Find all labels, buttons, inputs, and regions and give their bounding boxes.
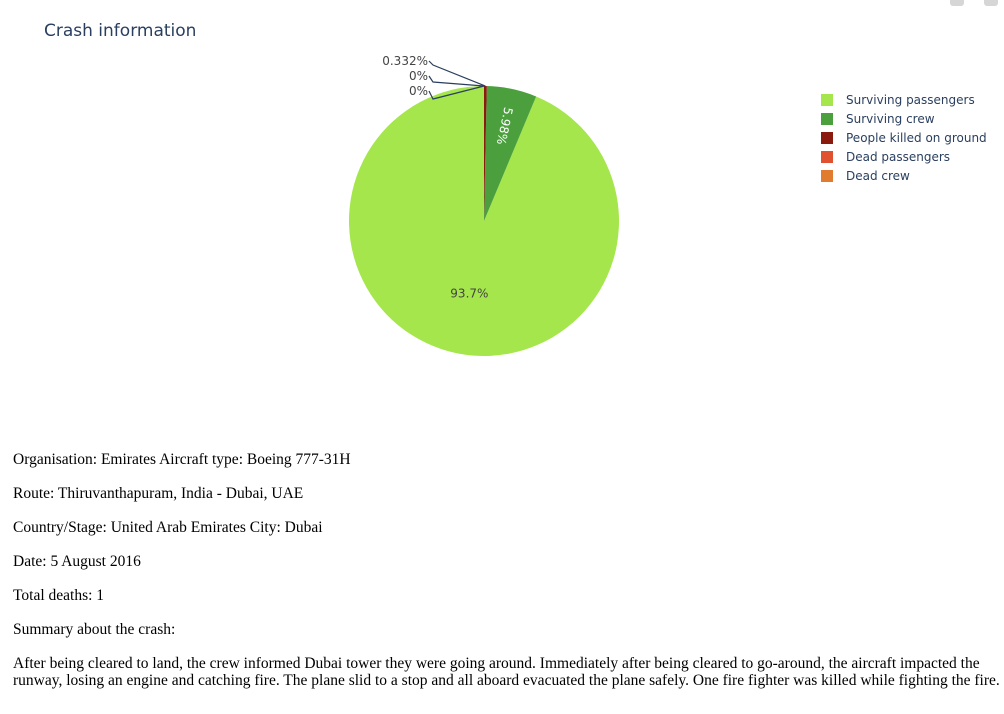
- slice-label-dead-passengers: 0%: [409, 69, 428, 83]
- crash-info: Organisation: Emirates Aircraft type: Bo…: [13, 451, 1003, 689]
- pie-slice-surviving-crew[interactable]: [484, 86, 537, 222]
- legend-swatch-dead-crew[interactable]: [821, 170, 833, 182]
- pie-slice-people-killed-on-ground[interactable]: [484, 86, 487, 221]
- legend-label-surviving-crew[interactable]: Surviving crew: [846, 112, 935, 126]
- route-line: Route: Thiruvanthapuram, India - Dubai, …: [13, 485, 304, 502]
- summary-label: Summary about the crash:: [13, 621, 176, 638]
- summary-text: After being cleared to land, the crew in…: [13, 655, 1000, 689]
- slice-label-dead-crew: 0%: [409, 84, 428, 98]
- legend-label-dead-passengers[interactable]: Dead passengers: [846, 150, 950, 164]
- organisation-line: Organisation: Emirates Aircraft type: Bo…: [13, 451, 351, 468]
- pie-slice-surviving-passengers[interactable]: [349, 86, 620, 356]
- slice-label-surviving-passengers: 93.7%: [450, 286, 488, 300]
- legend-swatch-surviving-passengers[interactable]: [821, 94, 833, 106]
- legend: Surviving passengers Surviving crew People…: [821, 93, 987, 183]
- legend-swatch-surviving-crew[interactable]: [821, 113, 833, 125]
- bar-chart-icon[interactable]: [984, 0, 998, 6]
- slice-label-people-killed-on-ground: 0.332%: [382, 54, 428, 68]
- legend-swatch-people-killed-on-ground[interactable]: [821, 132, 833, 144]
- chart-title: Crash information: [44, 21, 196, 41]
- pie-chart: Crash information 93.7%5.98%0.332%0%0% S…: [44, 21, 987, 356]
- total-deaths-line: Total deaths: 1: [13, 587, 105, 604]
- legend-label-dead-crew[interactable]: Dead crew: [846, 169, 910, 183]
- legend-label-people-killed-on-ground[interactable]: People killed on ground: [846, 131, 987, 145]
- legend-label-surviving-passengers[interactable]: Surviving passengers: [846, 93, 975, 107]
- country-line: Country/Stage: United Arab Emirates City…: [13, 519, 323, 536]
- pie-slices: [349, 86, 620, 356]
- leader-line-people-killed-on-ground: [428, 60, 486, 87]
- pie-labels: 93.7%5.98%0.332%0%0%: [382, 54, 515, 300]
- leader-line-dead-passengers: [428, 75, 485, 87]
- date-line: Date: 5 August 2016: [13, 553, 141, 570]
- camera-icon[interactable]: [950, 0, 964, 6]
- leader-line-dead-crew: [428, 85, 485, 100]
- legend-swatch-dead-passengers[interactable]: [821, 151, 833, 163]
